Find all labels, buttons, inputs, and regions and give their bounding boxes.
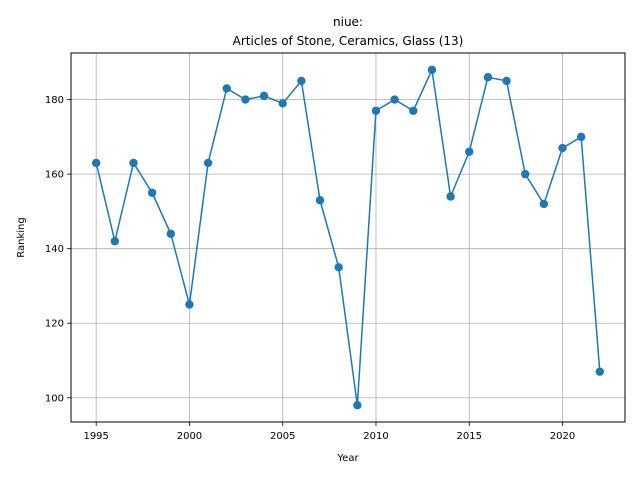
data-point (427, 65, 437, 74)
data-point (129, 158, 138, 168)
data-point (297, 76, 306, 86)
x-tick-label: 2020 (550, 431, 575, 442)
data-point (521, 169, 530, 179)
plot-frame (70, 52, 626, 423)
data-point (539, 199, 549, 209)
data-point (241, 95, 250, 104)
data-point (203, 158, 213, 168)
x-axis-label: Year (336, 453, 359, 464)
chart-title-line1: niue: (333, 15, 363, 29)
data-point (595, 367, 605, 376)
y-tick-label: 100 (45, 393, 64, 404)
data-point (315, 196, 325, 205)
data-point (502, 76, 511, 86)
x-tick-label: 2000 (177, 431, 202, 442)
data-point (371, 106, 381, 115)
x-tick-label: 2005 (270, 431, 295, 442)
chart-title-line2: Articles of Stone, Ceramics, Glass (13) (233, 34, 464, 48)
data-point (222, 84, 231, 93)
data-point (147, 188, 157, 197)
y-tick-label: 120 (45, 319, 64, 330)
y-tick-label: 160 (45, 170, 64, 181)
y-tick-label: 140 (45, 244, 64, 255)
data-point (576, 132, 586, 142)
data-point (185, 300, 194, 309)
data-point (278, 99, 287, 108)
grid-lines (71, 53, 625, 422)
x-tick-label: 2015 (457, 431, 482, 442)
data-point (353, 401, 362, 410)
x-tick-label: 1995 (83, 431, 108, 442)
data-point (166, 229, 175, 238)
data-point (446, 192, 455, 201)
y-tick-label: 180 (45, 95, 64, 106)
data-point (334, 263, 343, 272)
data-point (558, 143, 567, 153)
data-point (110, 237, 120, 246)
data-point (483, 73, 493, 82)
x-axis-ticks: 1995 2000 2005 2010 2015 2020 (83, 422, 575, 442)
data-point (409, 106, 418, 115)
data-point (91, 158, 101, 168)
x-tick-label: 2010 (363, 431, 388, 442)
data-point (465, 147, 474, 156)
y-axis-ticks: 100 120 140 160 180 (45, 95, 71, 404)
data-point (390, 95, 399, 104)
data-point (259, 91, 269, 101)
data-series (91, 65, 605, 410)
y-axis-label: Ranking (16, 217, 27, 257)
series-line (95, 67, 601, 406)
